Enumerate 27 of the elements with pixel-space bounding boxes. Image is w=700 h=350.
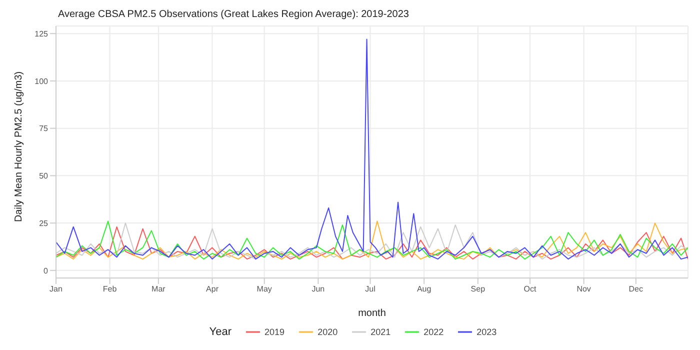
x-tick-label: Dec [628,284,644,294]
legend-label: 2022 [424,327,444,337]
y-axis-title: Daily Mean Hourly PM2.5 (ug/m3) [14,71,25,222]
x-tick-label: Jul [365,284,376,294]
y-tick-label: 0 [44,266,49,276]
legend-title: Year [209,326,232,338]
legend-label: 2020 [318,327,338,337]
legend-label: 2023 [476,327,497,337]
y-tick-label: 50 [39,172,49,181]
y-tick-label: 100 [34,76,49,86]
y-tick-label: 75 [39,124,49,134]
legend-label: 2019 [264,327,285,337]
x-tick-label: May [256,284,272,294]
chart-title: Average CBSA PM2.5 Observations (Great Lakes Region Average): 2019-2023 [57,8,410,22]
x-axis-title: month [358,308,386,319]
x-tick-label: Jun [312,284,325,294]
x-tick-label: Sep [470,284,486,294]
x-tick-label: Mar [152,284,166,294]
x-tick-label: Apr [206,284,219,294]
x-tick-label: Oct [524,284,537,294]
y-tick-label: 25 [39,218,49,228]
x-tick-label: Nov [576,284,591,294]
x-tick-label: Aug [416,284,432,294]
y-tick-label: 125 [34,29,49,38]
x-tick-label: Jan [50,284,62,294]
legend-label: 2021 [370,327,391,337]
x-tick-label: Feb [102,284,118,294]
